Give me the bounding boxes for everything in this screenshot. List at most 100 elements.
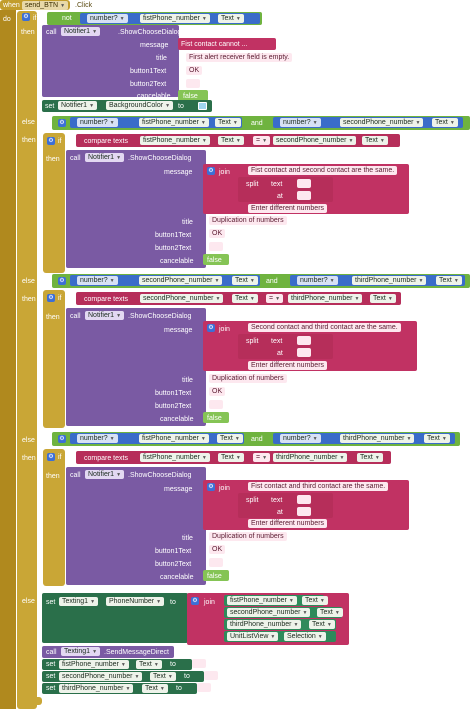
nested-if-block-2[interactable] <box>43 133 65 273</box>
gear-icon[interactable]: ⚙ <box>47 137 55 145</box>
button2-value-1[interactable] <box>186 79 200 88</box>
text-prop-3a[interactable]: Text ▼ <box>232 276 258 285</box>
notifier-call-2[interactable] <box>66 150 206 268</box>
color-swatch[interactable] <box>198 102 207 110</box>
title-value-4[interactable]: Duplication of numbers <box>209 532 287 541</box>
gear-icon[interactable]: ⚙ <box>47 294 55 302</box>
third-phone-getter-4c[interactable]: thirdPhone_number ▼ <box>273 453 348 462</box>
at-value-4[interactable] <box>297 507 311 516</box>
text-prop-5b[interactable]: Text ▼ <box>317 608 343 617</box>
fist-phone-getter[interactable]: fistPhone_number ▼ <box>140 14 210 23</box>
text-prop-4a[interactable]: Text ▼ <box>217 434 243 443</box>
texting-dropdown-call[interactable]: Texting1 ▼ <box>61 647 101 656</box>
message-value-4[interactable]: Fist contact and third contact are the s… <box>248 482 389 491</box>
nested-if-block-3[interactable] <box>43 290 65 428</box>
title-value-3[interactable]: Duplication of numbers <box>209 374 287 383</box>
fist-phone-getter-2[interactable]: fistPhone_number ▼ <box>139 118 209 127</box>
gear-icon[interactable]: ⚙ <box>58 277 66 285</box>
cancelable-value-3[interactable] <box>203 412 229 423</box>
fist-phone-slot-5[interactable]: fistPhone_number ▼ <box>227 596 297 605</box>
split-text-value-4[interactable] <box>297 495 311 504</box>
cancelable-value-4[interactable] <box>203 570 229 581</box>
text-prop-set-second[interactable]: Text ▼ <box>150 672 176 681</box>
number-q-dropdown-2b[interactable]: number? ▼ <box>280 118 321 127</box>
phone-number-dropdown[interactable]: PhoneNumber ▼ <box>106 597 165 606</box>
button1-value-2[interactable]: OK <box>209 229 226 238</box>
text-prop-5c[interactable]: Text ▼ <box>309 620 335 629</box>
third-phone-getter-3[interactable]: thirdPhone_number ▼ <box>352 276 427 285</box>
notifier-dropdown-3[interactable]: Notifier1 ▼ <box>85 311 125 320</box>
number-q-dropdown-3b[interactable]: number? ▼ <box>297 276 338 285</box>
selection-prop-5[interactable]: Selection ▼ <box>284 632 326 641</box>
button1-value-3[interactable]: OK <box>209 387 226 396</box>
notifier-dropdown-set[interactable]: Notifier1 ▼ <box>58 101 98 110</box>
gear-icon[interactable]: ⚙ <box>47 453 55 461</box>
enter-value-3[interactable]: Enter different numbers <box>248 361 328 370</box>
second-phone-getter-3[interactable]: secondPhone_number ▼ <box>139 276 223 285</box>
text-prop-4b[interactable]: Text ▼ <box>424 434 450 443</box>
second-phone-getter-2c[interactable]: secondPhone_number ▼ <box>273 136 357 145</box>
second-phone-slot-5[interactable]: secondPhone_number ▼ <box>227 608 311 617</box>
text-prop-2b[interactable]: Text ▼ <box>432 118 458 127</box>
text-prop-1[interactable]: Text ▼ <box>218 14 244 23</box>
number-q-dropdown-4b[interactable]: number? ▼ <box>280 434 321 443</box>
number-q-dropdown-4a[interactable]: number? ▼ <box>77 434 118 443</box>
split-block-3[interactable] <box>238 334 333 359</box>
texting-dropdown[interactable]: Texting1 ▼ <box>59 597 99 606</box>
text-prop-3d[interactable]: Text ▼ <box>370 294 396 303</box>
title-value-1[interactable]: First alert receiver field is empty. <box>186 53 293 62</box>
split-text-value-3[interactable] <box>297 336 311 345</box>
third-empty-value[interactable] <box>197 683 211 692</box>
if-control-block[interactable] <box>17 11 37 709</box>
gear-icon[interactable]: ⚙ <box>207 483 215 491</box>
fist-phone-getter-4[interactable]: fistPhone_number ▼ <box>139 434 209 443</box>
message-value-3[interactable]: Second contact and third contact are the… <box>248 323 401 332</box>
second-phone-getter-3c[interactable]: secondPhone_number ▼ <box>140 294 224 303</box>
notifier-dropdown-2[interactable]: Notifier1 ▼ <box>85 153 125 162</box>
third-phone-getter-4[interactable]: thirdPhone_number ▼ <box>340 434 415 443</box>
button1-value-4[interactable]: OK <box>209 545 226 554</box>
second-empty-value[interactable] <box>204 671 218 680</box>
second-phone-getter-2[interactable]: secondPhone_number ▼ <box>340 118 424 127</box>
text-prop-3c[interactable]: Text ▼ <box>232 294 258 303</box>
text-prop-5a[interactable]: Text ▼ <box>302 596 328 605</box>
equals-dropdown-4[interactable]: = ▼ <box>253 453 271 462</box>
split-block-4[interactable] <box>238 493 333 518</box>
text-prop-2d[interactable]: Text ▼ <box>362 136 388 145</box>
text-prop-2c[interactable]: Text ▼ <box>218 136 244 145</box>
third-phone-set-slot[interactable]: thirdPhone_number ▼ <box>59 684 134 693</box>
enter-value-4[interactable]: Enter different numbers <box>248 519 328 528</box>
number-q-dropdown[interactable]: number? ▼ <box>87 14 128 23</box>
cancelable-value-2[interactable] <box>203 254 229 265</box>
text-prop-set-fist[interactable]: Text ▼ <box>136 660 162 669</box>
split-block-2[interactable] <box>238 177 333 202</box>
button2-value-3[interactable] <box>209 400 223 409</box>
number-q-dropdown-2a[interactable]: number? ▼ <box>77 118 118 127</box>
gear-icon[interactable]: ⚙ <box>58 119 66 127</box>
text-prop-4d[interactable]: Text ▼ <box>357 453 383 462</box>
unitlist-getter-5[interactable] <box>224 631 336 642</box>
button2-value-2[interactable] <box>209 242 223 251</box>
message-value-2[interactable]: Fist contact and second contact are the … <box>248 166 398 175</box>
third-phone-getter-3c[interactable]: thirdPhone_number ▼ <box>288 294 363 303</box>
notifier-dropdown-4[interactable]: Notifier1 ▼ <box>85 470 125 479</box>
gear-icon[interactable]: ⚙ <box>207 167 215 175</box>
notifier-call-3[interactable] <box>66 308 206 426</box>
gear-icon[interactable]: ⚙ <box>58 435 66 443</box>
equals-dropdown-2[interactable]: = ▼ <box>253 136 271 145</box>
event-component-dropdown[interactable]: send_BTN ▼ <box>22 1 69 10</box>
second-phone-set-slot[interactable]: secondPhone_number ▼ <box>59 672 143 681</box>
gear-icon[interactable]: ⚙ <box>22 13 30 21</box>
unitlist-slot-5[interactable]: UnitListView ▼ <box>227 632 279 641</box>
text-prop-4c[interactable]: Text ▼ <box>218 453 244 462</box>
gear-icon[interactable]: ⚙ <box>207 324 215 332</box>
fist-phone-set-slot[interactable]: fistPhone_number ▼ <box>59 660 129 669</box>
fist-empty-value[interactable] <box>192 659 206 668</box>
button2-value-4[interactable] <box>209 558 223 567</box>
notifier-call-4[interactable] <box>66 467 206 585</box>
third-phone-slot-5[interactable]: thirdPhone_number ▼ <box>227 620 302 629</box>
fist-phone-getter-2c[interactable]: fistPhone_number ▼ <box>140 136 210 145</box>
gear-icon[interactable]: ⚙ <box>191 597 199 605</box>
bgcolor-dropdown[interactable]: BackgroundColor ▼ <box>106 101 174 110</box>
split-text-value-2[interactable] <box>297 179 311 188</box>
